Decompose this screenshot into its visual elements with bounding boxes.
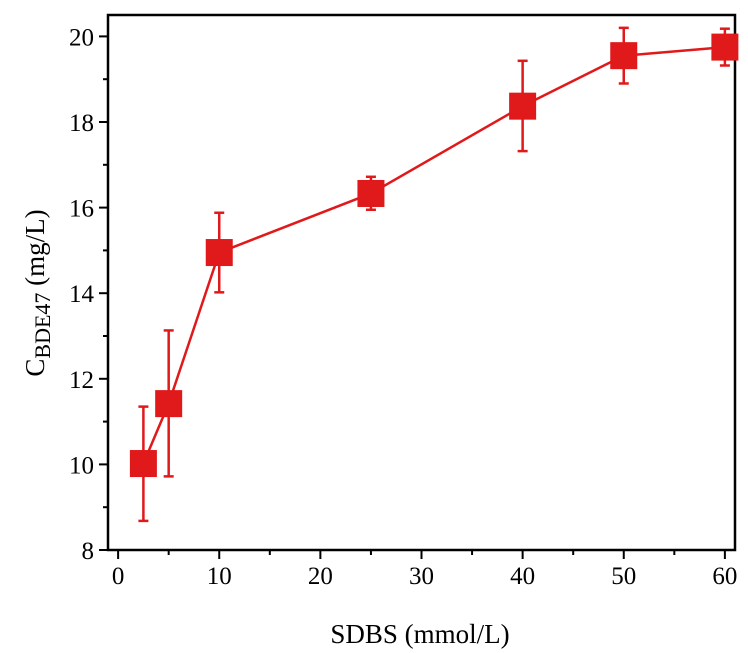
x-tick-label: 60 [712, 563, 737, 590]
x-tick-label: 40 [510, 563, 535, 590]
y-axis-title-suffix: (mg/L) [20, 209, 50, 292]
y-tick-label: 20 [69, 24, 94, 51]
x-tick-label: 0 [112, 563, 125, 590]
data-point [129, 450, 157, 478]
data-point [509, 92, 537, 120]
y-axis-title: CBDE47 (mg/L) [20, 209, 55, 376]
data-point [610, 42, 638, 70]
y-tick-label: 8 [82, 538, 95, 565]
data-point [155, 390, 183, 418]
plot-frame [106, 13, 737, 552]
data-point [711, 33, 739, 61]
x-axis-title: SDBS (mmol/L) [330, 619, 509, 649]
data-series [129, 26, 739, 523]
y-axis-title-main: C [20, 359, 50, 377]
x-tick-label: 50 [611, 563, 636, 590]
x-tick-label: 10 [207, 563, 232, 590]
data-point [357, 179, 385, 207]
y-tick-label: 12 [69, 367, 94, 394]
y-tick-label: 14 [69, 281, 95, 308]
x-tick-label: 30 [409, 563, 434, 590]
axes: 0 10 20 30 40 50 60 8 10 12 14 16 18 20 [69, 13, 737, 590]
data-point [205, 239, 233, 267]
y-axis-title-subscript: BDE47 [30, 293, 55, 359]
x-tick-label: 20 [308, 563, 333, 590]
y-tick-label: 10 [69, 452, 94, 479]
y-tick-label: 18 [69, 110, 94, 137]
y-tick-label: 16 [69, 196, 94, 223]
